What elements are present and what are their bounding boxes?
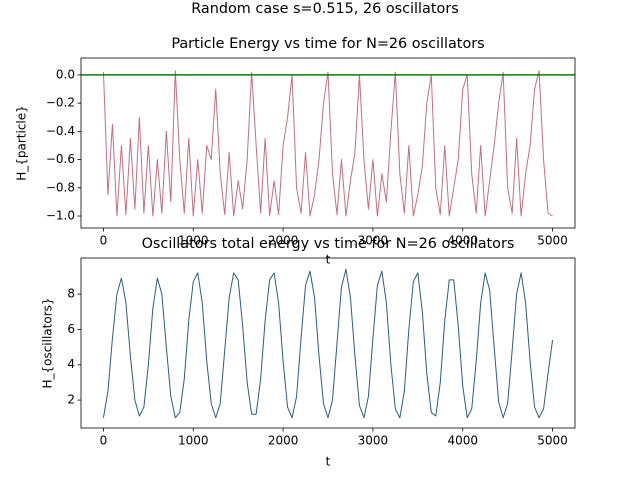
- y-tick-label: 6: [67, 322, 75, 336]
- x-tick-label: 5000: [537, 434, 568, 448]
- x-axis-label: t: [326, 253, 331, 267]
- y-tick-label: −0.6: [46, 152, 75, 166]
- axes-title: Oscillators total energy vs time for N=2…: [142, 236, 515, 252]
- axes-title: Particle Energy vs time for N=26 oscilla…: [171, 36, 484, 52]
- y-tick-label: −0.2: [46, 96, 75, 110]
- x-tick-label: 1000: [178, 234, 209, 248]
- data-line: [102, 268, 554, 419]
- x-tick-label: 3000: [358, 234, 389, 248]
- y-axis-label: H_{oscillators}: [41, 297, 55, 388]
- figure-title: Random case s=0.515, 26 oscillators: [191, 1, 458, 17]
- x-tick-label: 5000: [537, 234, 568, 248]
- x-tick-label: 1000: [178, 434, 209, 448]
- x-tick-label: 0: [100, 434, 108, 448]
- y-tick-label: 2: [67, 393, 75, 407]
- x-tick-label: 4000: [447, 234, 478, 248]
- y-axis-label: H_{particle}: [15, 105, 29, 181]
- x-tick-label: 3000: [358, 434, 389, 448]
- x-axis-label: t: [326, 455, 331, 469]
- y-tick-label: −0.8: [46, 180, 75, 194]
- y-tick-label: 0.0: [56, 67, 75, 81]
- y-tick-label: 4: [67, 357, 75, 371]
- axes-frame: [80, 57, 576, 229]
- x-tick-label: 4000: [447, 434, 478, 448]
- y-tick-label: −0.4: [46, 124, 75, 138]
- y-tick-label: −1.0: [46, 209, 75, 223]
- x-tick-label: 0: [100, 234, 108, 248]
- x-tick-label: 2000: [268, 434, 299, 448]
- axes-frame: [80, 257, 576, 429]
- x-tick-label: 2000: [268, 234, 299, 248]
- y-tick-label: 8: [67, 287, 75, 301]
- data-line: [102, 70, 553, 217]
